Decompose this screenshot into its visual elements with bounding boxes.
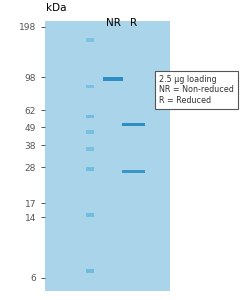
Text: NR: NR <box>106 18 120 28</box>
Bar <box>86 269 94 273</box>
Text: 2.5 μg loading
NR = Non-reduced
R = Reduced: 2.5 μg loading NR = Non-reduced R = Redu… <box>159 75 234 105</box>
Text: kDa: kDa <box>46 3 67 13</box>
Bar <box>86 167 94 171</box>
Bar <box>86 38 94 42</box>
Bar <box>86 115 94 119</box>
Bar <box>86 85 94 88</box>
Bar <box>122 170 145 173</box>
Text: R: R <box>130 18 137 28</box>
Bar <box>86 213 94 217</box>
Bar <box>86 130 94 134</box>
Bar <box>86 147 94 151</box>
Bar <box>122 123 145 126</box>
Bar <box>103 76 123 81</box>
